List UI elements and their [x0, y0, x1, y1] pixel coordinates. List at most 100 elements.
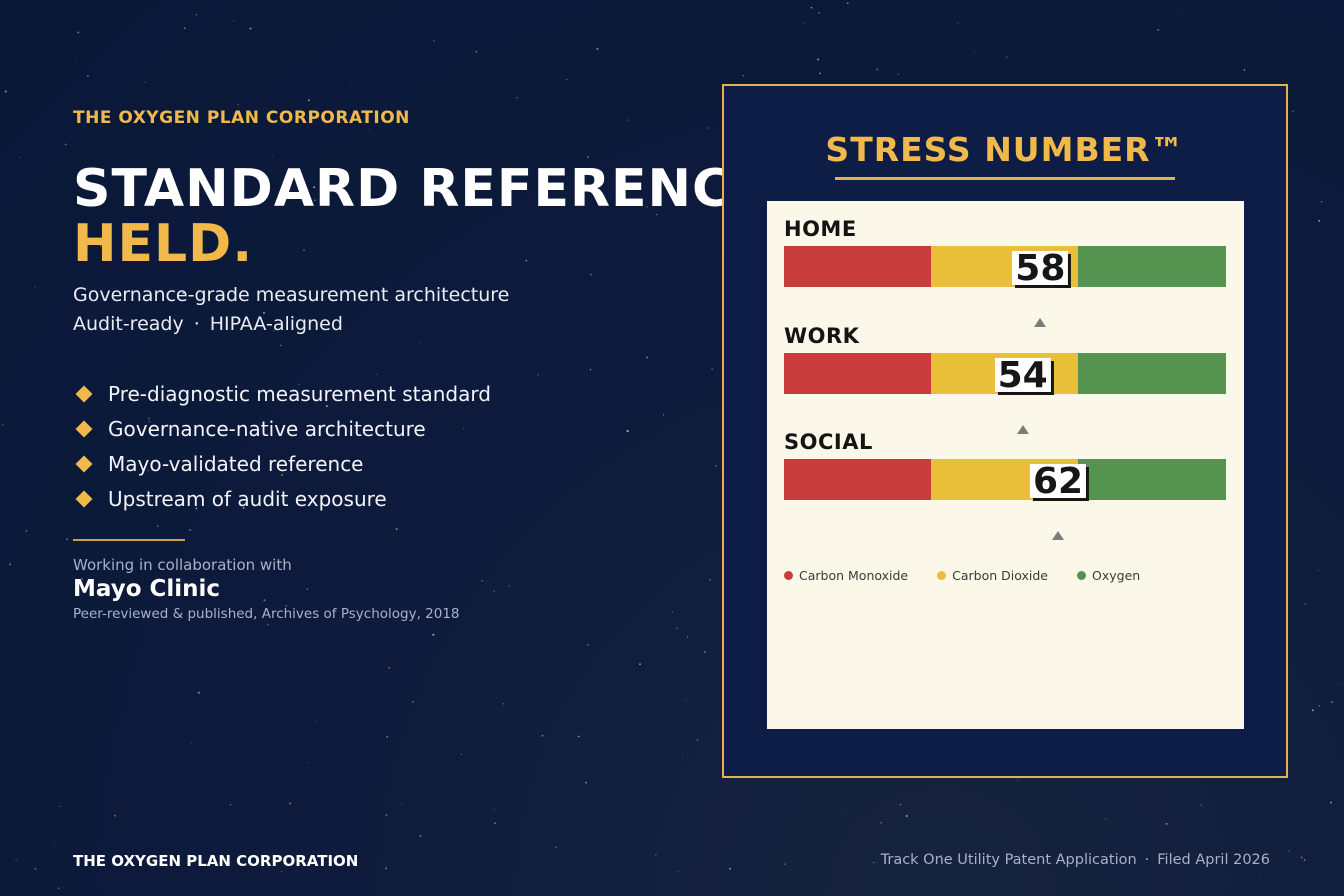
star — [412, 700, 414, 703]
star — [217, 167, 219, 170]
star — [1340, 683, 1342, 685]
star — [313, 186, 316, 189]
star — [156, 525, 159, 527]
star — [303, 249, 305, 252]
pointer-triangle-icon — [1034, 318, 1047, 327]
headline-line-1: STANDARD REFERENCE — [73, 159, 724, 219]
star — [704, 651, 706, 653]
star — [182, 291, 185, 295]
star — [385, 867, 388, 870]
legend-label: Carbon Dioxide — [952, 568, 1048, 583]
feature-item: Governance-native architecture — [73, 411, 491, 446]
star — [819, 72, 821, 75]
legend-dot-icon — [1077, 571, 1086, 580]
star — [847, 2, 849, 5]
star — [662, 414, 665, 416]
star — [25, 529, 28, 532]
bar-segment-oxygen — [1078, 353, 1226, 394]
star — [4, 90, 7, 93]
star — [57, 887, 60, 890]
star — [905, 814, 908, 818]
diamond-bullet-icon — [75, 455, 93, 472]
star — [715, 465, 717, 467]
star — [1300, 856, 1303, 859]
star — [872, 861, 875, 864]
star — [348, 396, 350, 398]
star — [671, 639, 673, 641]
tagline-separator: · — [193, 313, 200, 335]
star — [195, 507, 198, 510]
star — [656, 213, 658, 216]
star — [729, 867, 731, 870]
star — [376, 373, 378, 375]
star — [876, 68, 879, 71]
star — [59, 805, 61, 807]
star — [75, 58, 77, 60]
tagline-hipaa: HIPAA-aligned — [209, 313, 343, 335]
star — [87, 75, 89, 77]
star — [144, 81, 146, 83]
star — [481, 579, 483, 582]
star — [298, 384, 300, 386]
star — [148, 420, 151, 423]
legend-item-oxygen: Oxygen — [1077, 568, 1140, 583]
star — [263, 599, 266, 602]
star — [314, 720, 317, 722]
star — [100, 244, 102, 247]
star — [516, 97, 518, 99]
star — [113, 814, 116, 817]
feature-item: Upstream of audit exposure — [73, 481, 491, 516]
tagline: Audit-ready · HIPAA-aligned — [73, 313, 343, 335]
headline-clip: STANDARD REFERENCE — [0, 155, 724, 225]
bar-segment-carbon-monoxide — [784, 246, 931, 287]
star — [1317, 569, 1320, 572]
gauge-home: HOME 58 — [784, 217, 1226, 327]
star — [337, 118, 340, 120]
star — [1318, 704, 1321, 707]
star — [880, 821, 883, 824]
star — [197, 691, 200, 694]
star — [783, 863, 786, 866]
legend-label: Carbon Monoxide — [799, 568, 909, 583]
subtitle: Governance-grade measurement architectur… — [73, 284, 510, 306]
legend-dot-icon — [784, 571, 793, 580]
star — [281, 871, 283, 873]
star — [940, 854, 943, 857]
star — [273, 329, 276, 332]
star — [626, 429, 629, 433]
star — [529, 571, 530, 573]
company-name-top: THE OXYGEN PLAN CORPORATION — [73, 108, 410, 128]
star — [590, 273, 593, 276]
star — [676, 627, 678, 630]
star — [306, 588, 309, 590]
star — [237, 103, 239, 106]
star — [681, 752, 684, 755]
star — [433, 39, 435, 42]
feature-item: Mayo-validated reference — [73, 446, 491, 481]
star — [469, 186, 472, 189]
bar-segment-oxygen — [1078, 459, 1226, 500]
star — [103, 120, 106, 122]
star — [493, 822, 496, 825]
star — [566, 78, 568, 81]
star — [183, 27, 186, 30]
star — [1321, 201, 1323, 203]
pointer-triangle-icon — [1016, 425, 1029, 434]
star — [685, 700, 687, 702]
star — [229, 804, 232, 806]
collaboration-partner: Mayo Clinic — [73, 576, 221, 602]
star — [596, 47, 599, 51]
star — [899, 804, 902, 806]
star — [364, 121, 367, 124]
star — [148, 417, 150, 420]
star — [1165, 823, 1168, 825]
star — [477, 336, 479, 338]
star — [307, 761, 308, 763]
star — [577, 735, 580, 738]
bar-segment-carbon-monoxide — [784, 459, 931, 500]
star — [281, 473, 284, 477]
gauge-work: WORK 54 — [784, 324, 1226, 434]
star — [493, 808, 495, 811]
star — [232, 20, 234, 22]
